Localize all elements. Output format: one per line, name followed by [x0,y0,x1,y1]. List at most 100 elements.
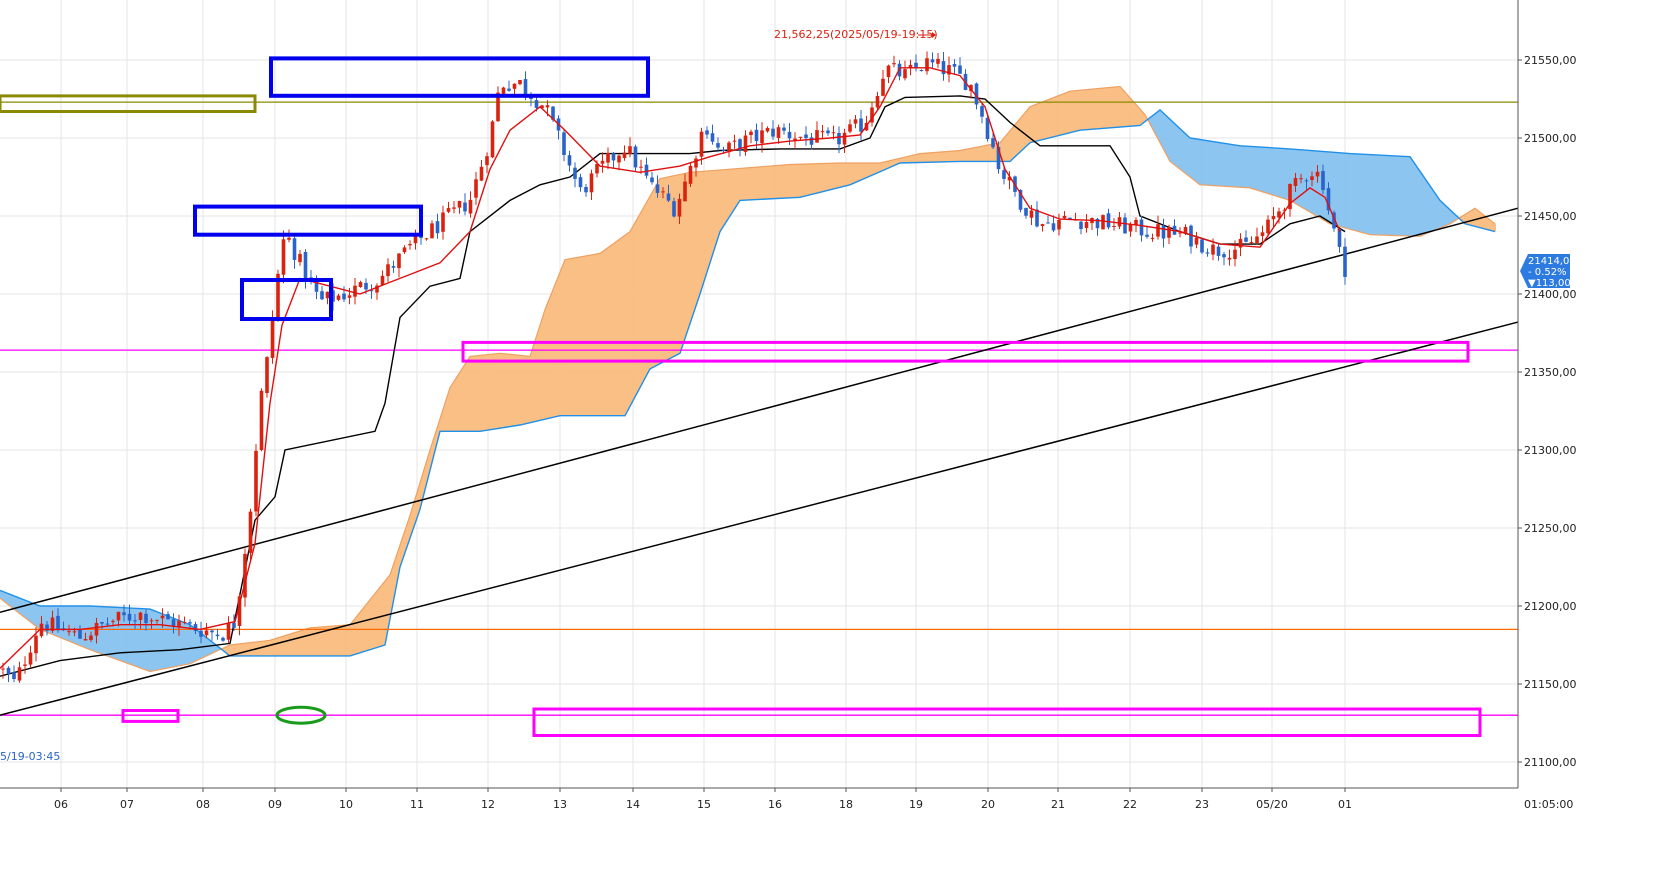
cloud-segment [748,167,750,200]
cloud-segment [706,170,708,276]
cloud-segment [298,631,300,656]
cloud-segment [446,393,448,432]
cloud-segment [798,164,800,198]
cloud-segment [1274,147,1276,196]
cloud-segment [900,157,902,163]
candle-body [633,146,638,168]
cloud-segment [908,155,910,163]
cloud-segment [272,639,274,656]
cloud-segment [322,626,324,656]
candle-body [1057,220,1061,230]
cloud-segment [1372,154,1374,235]
candle-body [958,65,962,74]
candle-body [925,58,929,72]
y-tick-label: 21300,00 [1524,444,1577,457]
candle-body [1183,227,1188,234]
cloud-segment [1206,140,1208,186]
cloud-segment [1020,116,1022,152]
candle-body [56,615,60,630]
cloud-segment [1100,88,1102,129]
cloud-segment [904,156,906,163]
cloud-segment [68,606,70,642]
candle-body [1068,217,1072,220]
candle-body [1112,226,1116,227]
cloud-segment [570,258,572,416]
cloud-segment [262,641,264,656]
cloud-segment [472,356,474,432]
candle-body [111,621,115,622]
candle-body [171,619,176,628]
cloud-segment [192,626,194,663]
cloud-segment [936,152,938,162]
cloud-segment [1402,156,1404,236]
cloud-segment [1340,152,1342,228]
cloud-segment [294,632,296,656]
candle-body [193,624,198,631]
cloud-segment [14,595,16,611]
cloud-segment [1182,130,1184,173]
cloud-segment [1468,211,1470,226]
cloud-segment [4,592,6,603]
candle-body [980,106,984,117]
cloud-segment [674,175,676,357]
upper-channel-trendline [0,207,1519,613]
cloud-segment [324,626,326,656]
x-tick-labels: 06 07 08 09 10 11 12 13 14 15 16 18 19 20 21 22 23 05/20 0… [54,788,1352,811]
cloud-segment [906,156,908,163]
cloud-segment [692,172,694,318]
cloud-segment [1128,95,1130,127]
cloud-segment [176,619,178,667]
cloud-segment [1142,111,1144,124]
cloud-segment [520,355,522,425]
cloud-segment [304,629,306,656]
cloud-segment [184,622,186,665]
candle-body [974,83,979,105]
x-tick-label: 07 [120,798,134,811]
candle-body [287,237,291,240]
senkou-span-b [0,108,1496,657]
candle-body [578,177,583,188]
cloud-segment [592,254,594,416]
cloud-segment [1226,143,1228,187]
candle-body [133,620,137,622]
cloud-segment [528,356,530,424]
cloud-segment [450,384,452,432]
candle-body [72,631,77,633]
candle-body [94,622,99,636]
cloud-segment [1368,154,1370,235]
candle-body [936,58,940,64]
cloud-segment [114,607,116,660]
candle-body [1205,252,1210,254]
cloud-segment [360,609,362,653]
cloud-segment [1486,216,1488,230]
candle-body [1282,209,1287,211]
cloud-segment [576,257,578,416]
candle-body [749,131,753,135]
cloud-segment [2,591,4,602]
cloud-segment [1346,153,1348,229]
candle-body [1123,217,1127,234]
cloud-segment [1120,86,1122,128]
cloud-segment [630,228,632,407]
cloud-segment [1310,150,1312,214]
candle-body [215,634,220,637]
cloud-segment [320,626,322,656]
cloud-segment [746,167,748,201]
cloud-segment [0,590,2,600]
candle-body [496,92,500,122]
candle-body [523,79,528,95]
cloud-segment [64,606,66,640]
cloud-segment [1314,150,1316,216]
cloud-segment [234,644,236,656]
cloud-segment [944,151,946,162]
cloud-segment [1366,154,1368,235]
candle-body [298,253,302,263]
candle-body [947,65,951,75]
cloud-segment [1068,91,1070,134]
cloud-segment [318,627,320,656]
x-tick-label: 20 [981,798,995,811]
x-tick-label: 15 [697,798,711,811]
cloud-segment [538,325,540,421]
cloud-segment [38,605,40,630]
candle-body [688,165,693,184]
